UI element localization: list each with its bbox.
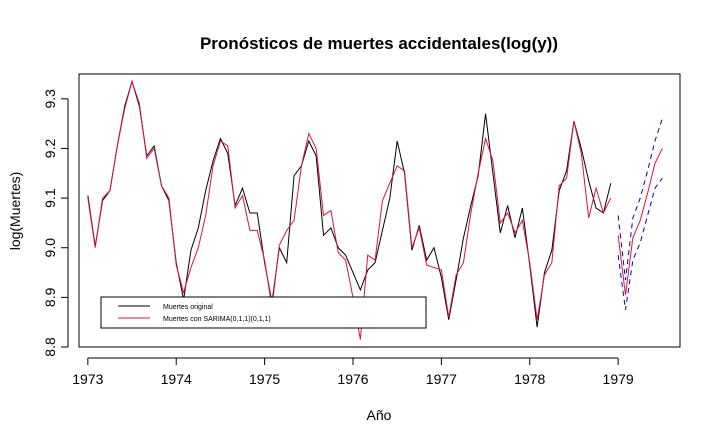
x-tick-label: 1978 (514, 371, 545, 387)
y-tick-label: 9.3 (42, 89, 58, 109)
x-axis-label: Año (367, 407, 392, 423)
x-tick-label: 1974 (161, 371, 192, 387)
chart-title: Pronósticos de muertes accidentales(log(… (200, 34, 558, 53)
y-axis: 8.8 8.9 9.0 9.1 9.2 9.3 (42, 89, 69, 357)
y-tick-label: 9.2 (42, 139, 58, 159)
x-tick-label: 1973 (72, 371, 103, 387)
y-tick-label: 8.9 (42, 287, 58, 307)
x-axis: 1973 1974 1975 1976 1977 1978 1979 (72, 357, 634, 387)
x-tick-label: 1976 (337, 371, 368, 387)
x-tick-label: 1975 (249, 371, 280, 387)
legend-label-sarima: Muertes con SARIMA(0,1,1)(0,1,1) (163, 316, 271, 323)
y-tick-label: 8.8 (42, 337, 58, 357)
plot-area-frame (78, 73, 681, 348)
y-tick-label: 9.1 (42, 188, 58, 208)
y-axis-label: log(Muertes) (7, 172, 23, 251)
x-tick-label: 1979 (603, 371, 634, 387)
series-layer (87, 79, 663, 340)
legend-label-original: Muertes original (163, 304, 213, 311)
legend: Muertes original Muertes con SARIMA(0,1,… (100, 296, 427, 329)
series-line-1 (87, 79, 612, 340)
y-tick-label: 9.0 (42, 238, 58, 258)
legend-box (100, 296, 427, 329)
series-line-2 (617, 148, 663, 295)
x-tick-label: 1977 (426, 371, 457, 387)
series-line-3 (617, 118, 663, 281)
series-line-4 (617, 177, 663, 310)
